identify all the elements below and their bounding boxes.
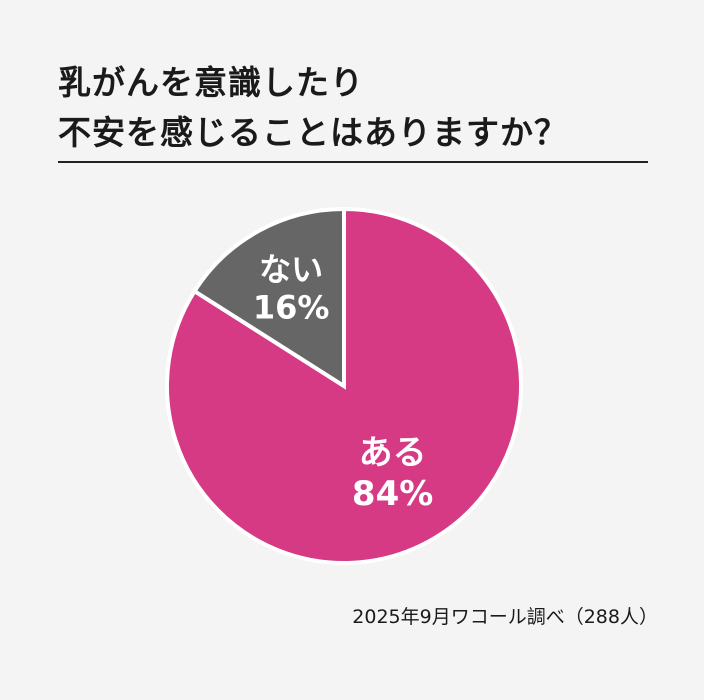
chart-title: 乳がんを意識したり 不安を感じることはありますか？: [58, 58, 568, 158]
pie-slice-value-2: 16%: [253, 289, 330, 327]
source-note: 2025年9月ワコール調べ（288人）: [352, 606, 658, 628]
pie-slice-2: [191, 206, 346, 390]
chart-title-line-2: 不安を感じることはありますか？: [58, 113, 568, 152]
pie-slice-value-1: 84%: [352, 474, 433, 514]
pie-slice-1: [165, 206, 523, 565]
pie-slice-label-2: ない: [259, 250, 323, 288]
chart-title-line-1: 乳がんを意識したり: [58, 63, 364, 102]
title-divider: [58, 161, 648, 163]
pie-slice-label-1: ある: [359, 433, 427, 473]
